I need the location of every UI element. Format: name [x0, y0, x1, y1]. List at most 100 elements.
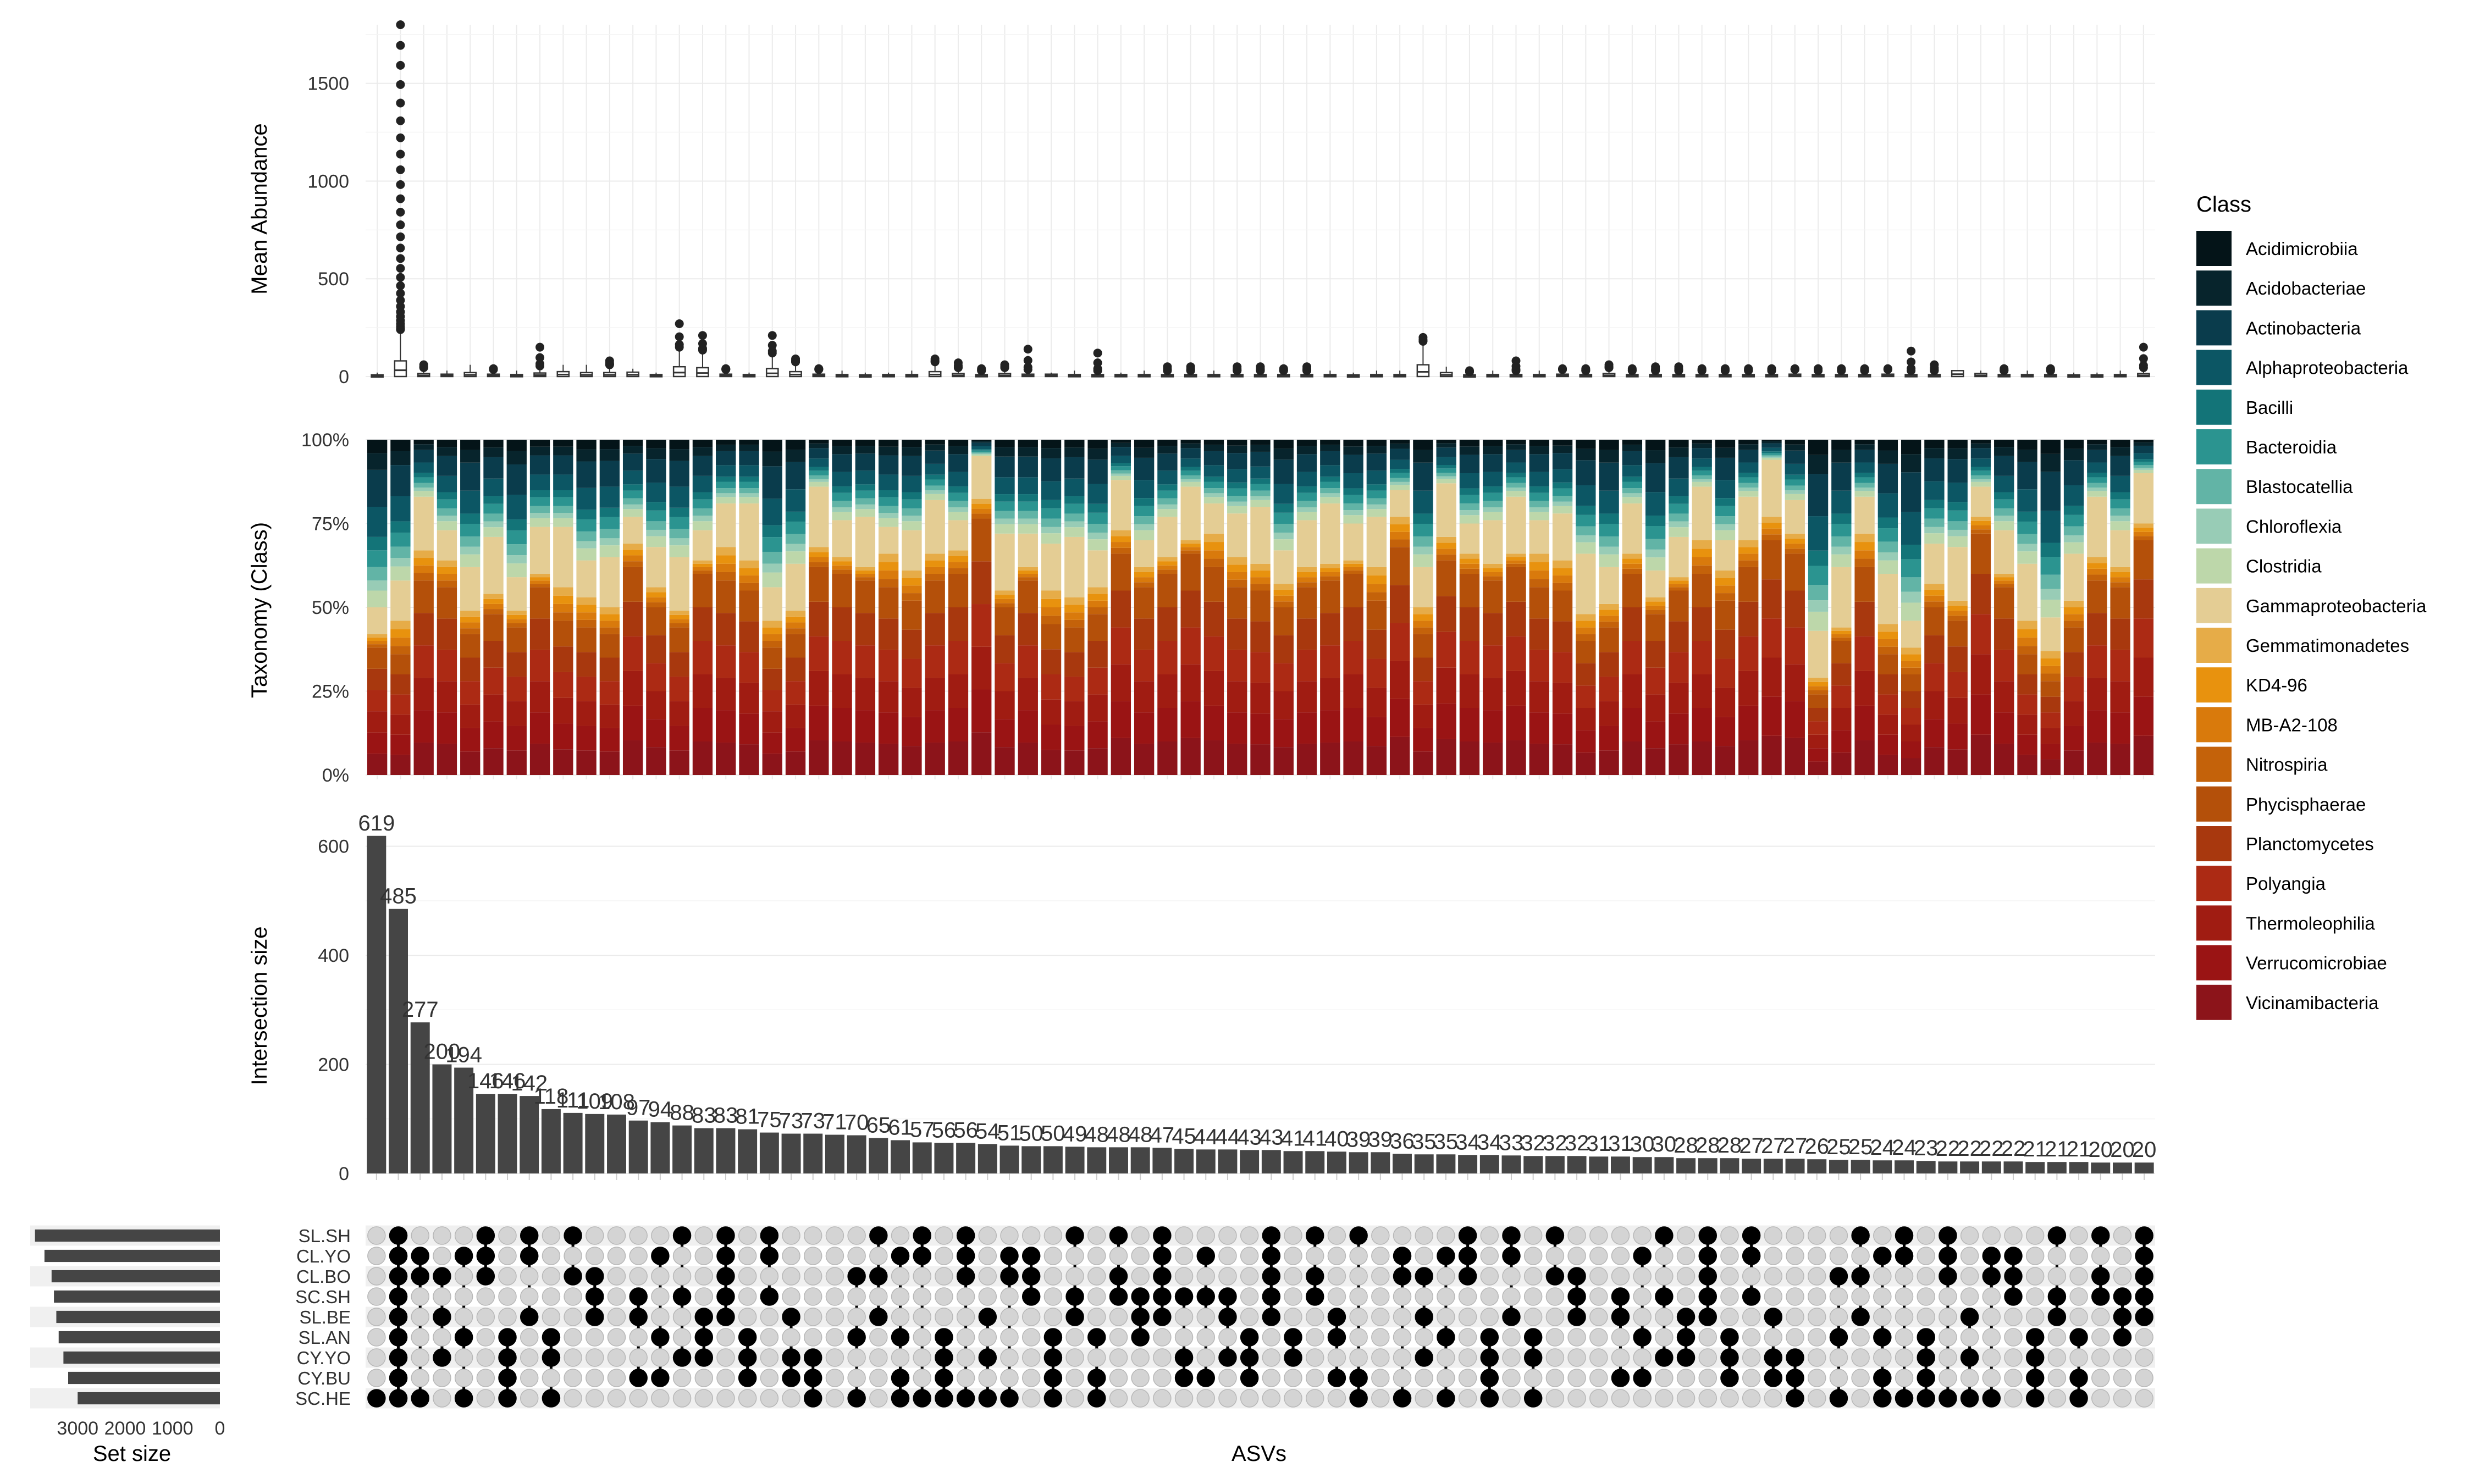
composition-segment — [2110, 582, 2130, 588]
intersection-bar — [999, 1145, 1019, 1173]
composition-segment — [1320, 440, 1340, 445]
boxplot-outlier — [396, 180, 405, 189]
composition-segment — [460, 536, 481, 547]
matrix-dot-active — [1131, 1328, 1150, 1347]
composition-segment — [1877, 755, 1898, 775]
matrix-dot-active — [2113, 1308, 2132, 1326]
composition-segment — [1622, 553, 1643, 559]
matrix-dot-active — [1284, 1328, 1302, 1347]
matrix-dot-inactive — [1611, 1247, 1630, 1265]
intersection-bar — [1676, 1158, 1696, 1173]
matrix-dot-active — [1240, 1328, 1259, 1347]
composition-segment — [1087, 448, 1108, 460]
intersection-bar-label: 118 — [534, 1084, 569, 1109]
composition-segment — [529, 490, 550, 497]
legend-swatch — [2196, 469, 2232, 505]
matrix-dot-inactive — [2025, 1226, 2045, 1245]
composition-segment — [1924, 635, 1945, 663]
matrix-dot-inactive — [804, 1287, 822, 1306]
composition-segment — [1506, 740, 1526, 775]
intersection-bar — [1916, 1161, 1936, 1173]
composition-segment — [2017, 521, 2037, 534]
matrix-dot-inactive — [1589, 1369, 1608, 1387]
composition-segment — [1343, 708, 1363, 741]
composition-segment — [1994, 744, 2014, 775]
matrix-dot-inactive — [2047, 1348, 2067, 1367]
matrix-dot-active — [1633, 1247, 1652, 1265]
composition-segment — [646, 440, 666, 448]
matrix-dot-active — [1873, 1389, 1892, 1408]
matrix-dot-inactive — [760, 1369, 779, 1387]
composition-segment — [1320, 613, 1340, 646]
composition-segment — [692, 456, 713, 476]
matrix-set-label: SC.SH — [295, 1287, 351, 1307]
composition-segment — [785, 681, 806, 705]
composition-segment — [1018, 511, 1038, 519]
matrix-dot-inactive — [1393, 1369, 1412, 1387]
composition-segment — [1436, 596, 1456, 632]
matrix-dot-inactive — [978, 1328, 997, 1347]
composition-segment — [1831, 634, 1852, 638]
matrix-dot-inactive — [1284, 1267, 1302, 1286]
boxplot-outlier — [396, 220, 405, 230]
composition-segment — [2133, 462, 2154, 466]
composition-segment — [878, 446, 899, 456]
intersection-bar-label: 109 — [576, 1089, 613, 1114]
composition-segment — [1041, 527, 1062, 534]
composition-segment — [1738, 740, 1759, 775]
matrix-dot-inactive — [1393, 1308, 1412, 1326]
composition-segment — [1761, 517, 1782, 523]
composition-segment — [995, 603, 1015, 607]
matrix-dot-inactive — [1502, 1369, 1521, 1387]
composition-segment — [1622, 708, 1643, 741]
composition-segment — [1529, 486, 1549, 493]
matrix-dot-inactive — [869, 1348, 888, 1367]
composition-segment — [506, 627, 527, 652]
composition-segment — [1180, 540, 1201, 544]
composition-segment — [1413, 536, 1433, 547]
intersection-bar — [1283, 1151, 1303, 1173]
composition-segment — [762, 563, 782, 573]
matrix-dot-inactive — [1371, 1287, 1390, 1306]
matrix-dot-inactive — [1589, 1389, 1608, 1408]
boxplot-outlier — [791, 355, 800, 363]
composition-segment — [1273, 691, 1294, 719]
composition-segment — [1087, 748, 1108, 775]
composition-segment — [1389, 469, 1410, 473]
matrix-dot-inactive — [1218, 1267, 1237, 1286]
matrix-dot-active — [1960, 1389, 1979, 1408]
matrix-dot-inactive — [1371, 1328, 1390, 1347]
matrix-dot-inactive — [1633, 1226, 1652, 1245]
composition-segment — [1064, 605, 1085, 613]
composition-segment — [1413, 751, 1433, 775]
composition-segment — [925, 678, 945, 711]
composition-segment — [1970, 440, 1991, 444]
matrix-dot-active — [629, 1308, 648, 1326]
matrix-dot-inactive — [433, 1369, 451, 1387]
composition-segment — [971, 604, 992, 647]
matrix-dot-active — [804, 1348, 822, 1367]
intersection-bar — [1895, 1160, 1914, 1173]
matrix-dot-inactive — [1939, 1369, 1957, 1387]
composition-segment — [1296, 582, 1317, 588]
composition-segment — [1296, 712, 1317, 744]
composition-segment — [553, 621, 573, 647]
composition-segment — [553, 506, 573, 513]
composition-bars — [367, 440, 2154, 775]
composition-segment — [367, 668, 388, 690]
composition-segment — [1483, 710, 1503, 743]
matrix-dot-active — [847, 1328, 866, 1347]
composition-segment — [2133, 473, 2154, 524]
composition-segment — [2110, 618, 2130, 650]
matrix-dot-inactive — [825, 1348, 844, 1367]
composition-segment — [1877, 734, 1898, 755]
composition-segment — [785, 521, 806, 534]
composition-segment — [669, 750, 689, 775]
composition-segment — [832, 674, 852, 708]
matrix-dot-inactive — [1065, 1267, 1084, 1286]
composition-segment — [1808, 708, 1829, 722]
matrix-dot-active — [1786, 1369, 1804, 1387]
intersection-bar-label: 277 — [402, 998, 439, 1022]
composition-segment — [971, 732, 992, 775]
composition-segment — [1785, 538, 1805, 544]
